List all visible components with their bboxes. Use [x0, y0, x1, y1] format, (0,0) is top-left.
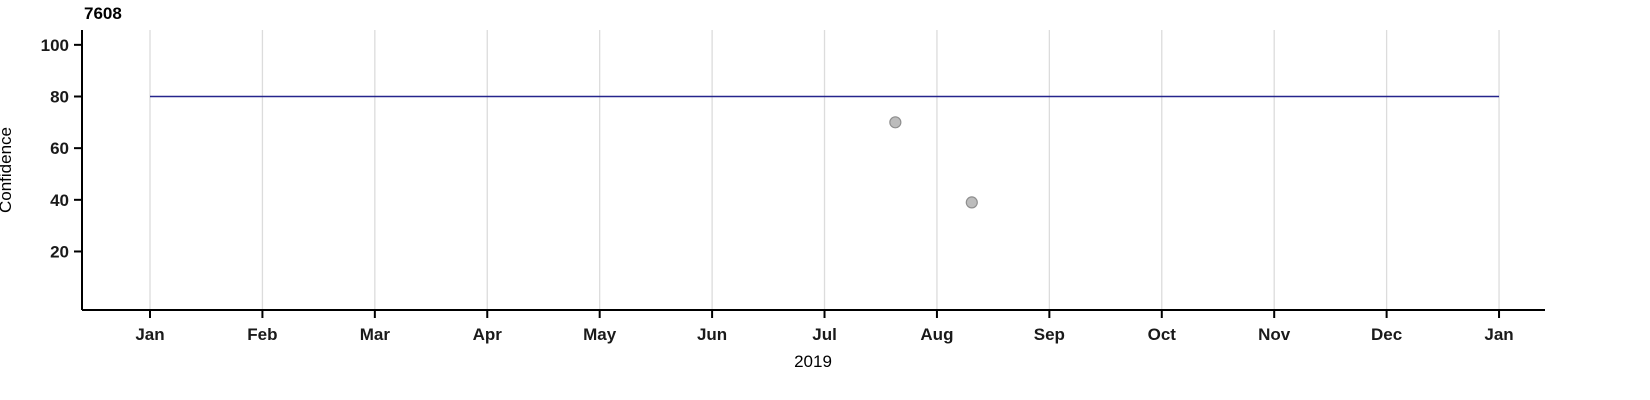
y-tick-label: 40 — [50, 191, 69, 210]
y-tick-label: 100 — [41, 36, 69, 55]
x-tick-label: Dec — [1371, 325, 1402, 344]
x-tick-label: Apr — [473, 325, 503, 344]
data-point — [965, 196, 978, 209]
data-point — [889, 116, 902, 129]
x-tick-label: Feb — [247, 325, 277, 344]
x-tick-label: May — [583, 325, 617, 344]
x-tick-label: Jan — [1484, 325, 1513, 344]
y-tick-label: 60 — [50, 139, 69, 158]
x-tick-label: Nov — [1258, 325, 1291, 344]
x-tick-label: Jul — [812, 325, 837, 344]
y-tick-label: 80 — [50, 88, 69, 107]
y-tick-label: 20 — [50, 242, 69, 261]
x-tick-label: Sep — [1034, 325, 1065, 344]
x-tick-label: Oct — [1148, 325, 1177, 344]
x-axis-label: 2019 — [794, 352, 832, 371]
x-tick-label: Aug — [920, 325, 953, 344]
x-tick-label: Jan — [135, 325, 164, 344]
chart-title: 7608 — [84, 4, 122, 23]
x-tick-label: Jun — [697, 325, 727, 344]
x-tick-label: Mar — [360, 325, 391, 344]
